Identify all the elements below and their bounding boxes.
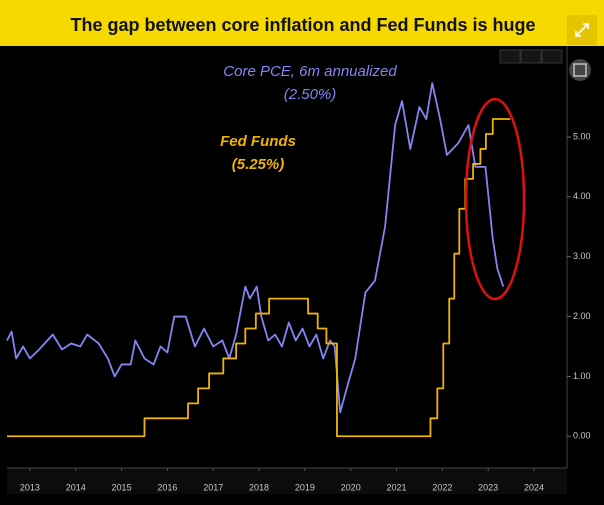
series-line [7, 118, 511, 438]
y-tick-label: 5.00 [573, 131, 591, 141]
x-tick-label: 2015 [112, 482, 132, 492]
x-tick-label: 2019 [295, 482, 315, 492]
y-tick-label: 4.00 [573, 191, 591, 201]
expand-button[interactable] [567, 15, 597, 45]
x-tick-label: 2018 [249, 482, 269, 492]
y-tick-label: 1.00 [573, 371, 591, 381]
annotation: Core PCE, 6m annualized [223, 63, 397, 80]
y-tick-label: 0.00 [573, 431, 591, 441]
x-tick-label: 2017 [203, 482, 223, 492]
x-tick-label: 2020 [341, 482, 361, 492]
lens-icon [573, 63, 587, 77]
chart-title: The gap between core inflation and Fed F… [70, 15, 535, 35]
tool-button[interactable] [541, 49, 563, 64]
x-tick-label: 2023 [478, 482, 498, 492]
series-line [6, 82, 505, 414]
plot [6, 82, 511, 438]
x-axis-strip [7, 468, 567, 494]
x-tick-label: 2013 [20, 482, 40, 492]
x-tick-label: 2014 [66, 482, 86, 492]
highlight-ellipse [464, 97, 526, 301]
x-tick-label: 2016 [157, 482, 177, 492]
expand-icon [575, 23, 589, 37]
y-tick-label: 3.00 [573, 251, 591, 261]
annotation: (5.25%) [232, 156, 285, 173]
toolbar [499, 49, 563, 64]
annotation: Fed Funds [220, 133, 296, 150]
x-tick-label: 2022 [432, 482, 452, 492]
title-bar [0, 0, 604, 46]
tool-button[interactable] [499, 49, 521, 64]
tool-button[interactable] [520, 49, 542, 64]
x-tick-label: 2024 [524, 482, 544, 492]
annotation: (2.50%) [284, 86, 337, 103]
lens-button[interactable] [569, 59, 591, 81]
y-tick-label: 2.00 [573, 311, 591, 321]
x-tick-label: 2021 [387, 482, 407, 492]
